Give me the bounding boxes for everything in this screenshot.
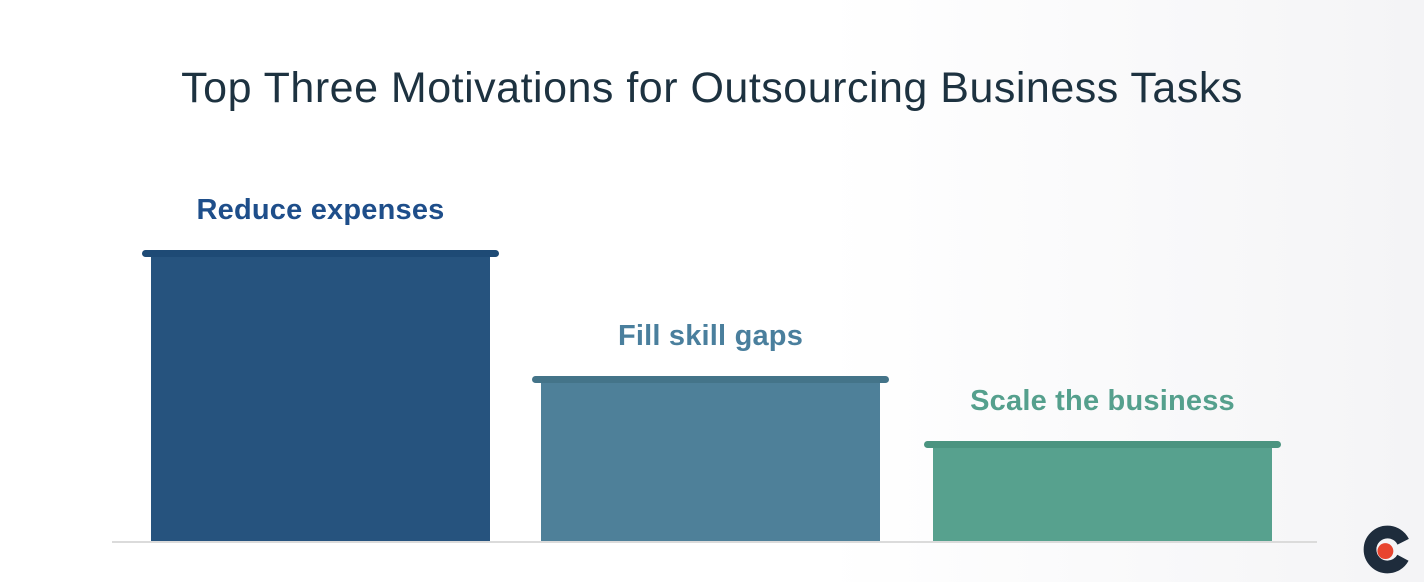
bar-fill-skill-gaps bbox=[532, 376, 889, 542]
clutch-logo bbox=[1361, 523, 1414, 576]
bar-scale-the-business bbox=[924, 441, 1281, 542]
bar-label-reduce-expenses: Reduce expenses bbox=[196, 194, 445, 226]
bar-body bbox=[151, 257, 490, 542]
bar-body bbox=[933, 448, 1272, 542]
bar-cap bbox=[142, 250, 499, 257]
chart-baseline bbox=[112, 541, 1317, 543]
clutch-logo-icon bbox=[1363, 525, 1412, 574]
bar-cap bbox=[924, 441, 1281, 448]
bar-cap bbox=[532, 376, 889, 383]
bar-group-scale-the-business: Scale the business bbox=[924, 385, 1281, 542]
bar-group-reduce-expenses: Reduce expenses bbox=[142, 194, 499, 542]
chart-title: Top Three Motivations for Outsourcing Bu… bbox=[181, 64, 1243, 112]
bar-body bbox=[541, 383, 880, 542]
bar-label-fill-skill-gaps: Fill skill gaps bbox=[617, 320, 804, 352]
bar-reduce-expenses bbox=[142, 250, 499, 542]
bar-group-fill-skill-gaps: Fill skill gaps bbox=[532, 320, 889, 542]
bar-label-scale-the-business: Scale the business bbox=[970, 385, 1235, 417]
